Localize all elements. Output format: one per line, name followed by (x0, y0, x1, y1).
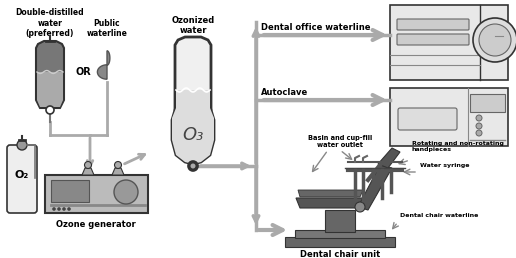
Polygon shape (172, 110, 214, 164)
Text: Rotating and non-rotating
handpieces: Rotating and non-rotating handpieces (412, 141, 504, 152)
Circle shape (67, 207, 71, 211)
FancyBboxPatch shape (390, 5, 508, 80)
Text: Ozone generator: Ozone generator (56, 220, 136, 229)
Polygon shape (37, 72, 63, 107)
Text: O₃: O₃ (182, 126, 204, 144)
Circle shape (479, 24, 511, 56)
FancyBboxPatch shape (51, 180, 89, 202)
Text: Public
waterline: Public waterline (87, 19, 127, 38)
FancyBboxPatch shape (285, 237, 395, 247)
FancyBboxPatch shape (295, 230, 385, 238)
Polygon shape (112, 168, 124, 175)
FancyBboxPatch shape (390, 88, 508, 146)
Circle shape (473, 18, 516, 62)
Polygon shape (175, 37, 211, 130)
FancyBboxPatch shape (45, 175, 148, 213)
Text: Ozonized
water: Ozonized water (171, 15, 215, 35)
Text: Dental chair waterline: Dental chair waterline (400, 213, 478, 218)
Polygon shape (82, 168, 94, 175)
Polygon shape (298, 190, 363, 197)
Text: Water syringe: Water syringe (420, 163, 470, 168)
Circle shape (476, 130, 482, 136)
FancyBboxPatch shape (325, 210, 355, 232)
Circle shape (17, 140, 27, 150)
Text: Basin and cup-fill
water outlet: Basin and cup-fill water outlet (308, 135, 372, 148)
Circle shape (52, 207, 56, 211)
FancyBboxPatch shape (397, 34, 469, 45)
Text: Double-distilled
water
(preferred): Double-distilled water (preferred) (15, 8, 84, 38)
Text: Dental chair unit: Dental chair unit (300, 250, 380, 258)
Circle shape (190, 164, 196, 168)
Polygon shape (172, 90, 214, 164)
Polygon shape (98, 51, 110, 79)
Circle shape (46, 106, 54, 114)
Polygon shape (358, 165, 392, 210)
Circle shape (57, 207, 61, 211)
Polygon shape (378, 148, 400, 168)
Text: OR: OR (75, 67, 91, 77)
Circle shape (115, 162, 121, 168)
Polygon shape (36, 41, 64, 108)
FancyBboxPatch shape (7, 145, 37, 213)
FancyBboxPatch shape (397, 19, 469, 30)
FancyBboxPatch shape (398, 108, 457, 130)
Circle shape (62, 207, 66, 211)
Text: Autoclave: Autoclave (261, 88, 308, 97)
FancyBboxPatch shape (470, 94, 505, 112)
Circle shape (85, 162, 91, 168)
Circle shape (114, 180, 138, 204)
Circle shape (188, 161, 198, 171)
Circle shape (476, 115, 482, 121)
Polygon shape (296, 198, 365, 208)
Text: O₂: O₂ (15, 170, 29, 180)
Text: Dental office waterline: Dental office waterline (261, 23, 370, 32)
Circle shape (476, 123, 482, 129)
Circle shape (355, 202, 365, 212)
